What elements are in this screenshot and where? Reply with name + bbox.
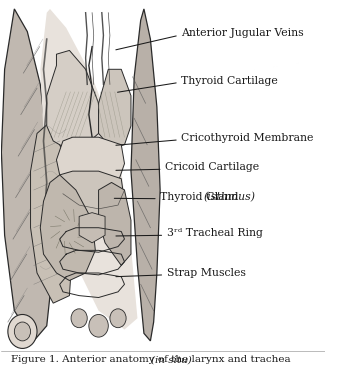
Circle shape xyxy=(110,309,126,328)
Text: Thyroid Gland: Thyroid Gland xyxy=(160,192,242,202)
Text: 3ʳᵈ Tracheal Ring: 3ʳᵈ Tracheal Ring xyxy=(167,228,262,238)
Polygon shape xyxy=(98,182,131,266)
Text: (isthmus): (isthmus) xyxy=(203,192,255,202)
Polygon shape xyxy=(31,122,73,303)
Text: (in situ): (in situ) xyxy=(151,355,192,364)
Polygon shape xyxy=(98,69,131,149)
Circle shape xyxy=(71,309,87,328)
Polygon shape xyxy=(79,213,105,243)
Circle shape xyxy=(89,315,108,337)
Polygon shape xyxy=(47,51,98,149)
Circle shape xyxy=(14,322,31,341)
Polygon shape xyxy=(1,9,53,341)
Polygon shape xyxy=(56,137,125,190)
Text: Cricoid Cartilage: Cricoid Cartilage xyxy=(165,162,259,173)
Polygon shape xyxy=(131,9,160,341)
Text: Anterior Jugular Veins: Anterior Jugular Veins xyxy=(181,28,304,38)
Polygon shape xyxy=(40,9,137,329)
Text: Figure 1. Anterior anatomy of the larynx and trachea: Figure 1. Anterior anatomy of the larynx… xyxy=(11,355,294,364)
Text: Thyroid Cartilage: Thyroid Cartilage xyxy=(181,76,278,86)
Polygon shape xyxy=(56,171,125,228)
Text: Strap Muscles: Strap Muscles xyxy=(167,268,245,278)
Polygon shape xyxy=(40,175,95,280)
Text: Cricothyroid Membrane: Cricothyroid Membrane xyxy=(181,133,314,143)
Circle shape xyxy=(8,315,37,348)
